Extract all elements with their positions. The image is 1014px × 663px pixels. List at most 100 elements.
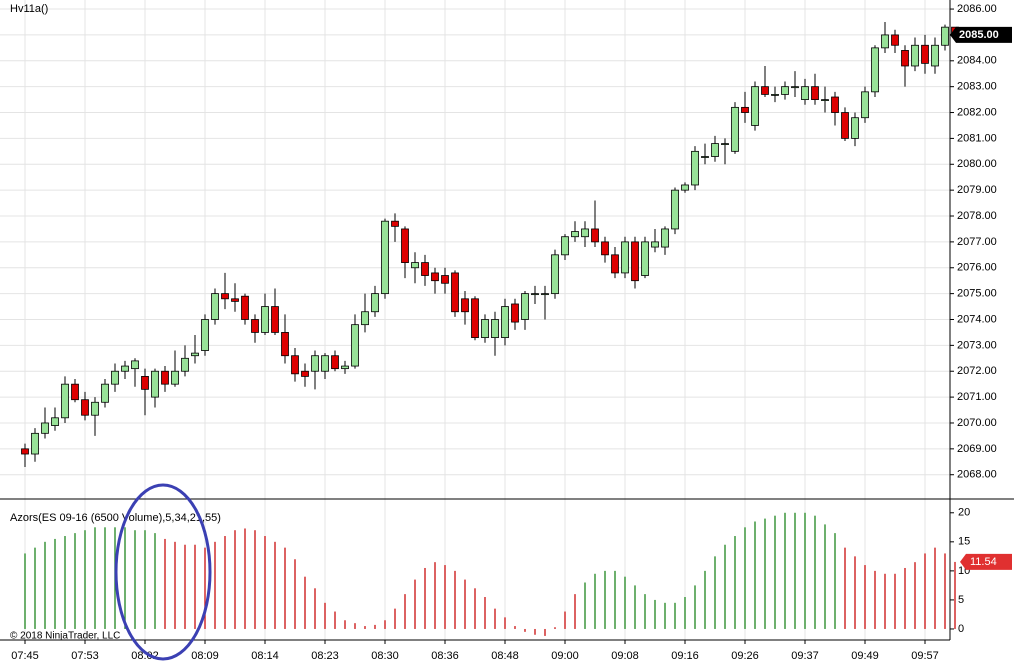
candle-body bbox=[41, 422, 49, 434]
candle-body bbox=[401, 228, 409, 263]
y-tick-label: 5 bbox=[958, 594, 964, 606]
candle-body bbox=[721, 143, 729, 145]
x-tick-label: 08:09 bbox=[191, 650, 219, 662]
x-tick-label: 09:08 bbox=[611, 650, 639, 662]
candle-body bbox=[801, 86, 809, 100]
candle-body bbox=[471, 298, 479, 339]
y-tick-label: 2078.00 bbox=[957, 210, 997, 222]
candle-body bbox=[181, 357, 189, 372]
x-tick-label: 08:23 bbox=[311, 650, 339, 662]
x-tick-label: 09:49 bbox=[851, 650, 879, 662]
candle-body bbox=[561, 236, 569, 256]
x-tick-label: 09:37 bbox=[791, 650, 819, 662]
candle-body bbox=[31, 432, 39, 455]
y-tick-label: 2080.00 bbox=[957, 158, 997, 170]
candle-body bbox=[581, 228, 589, 238]
y-tick-label: 2073.00 bbox=[957, 339, 997, 351]
candle-body bbox=[511, 303, 519, 323]
candle-body bbox=[381, 220, 389, 295]
candle-body bbox=[921, 44, 929, 64]
panel-title: Hv11a() bbox=[10, 3, 48, 15]
y-tick-label: 2071.00 bbox=[957, 391, 997, 403]
candle-body bbox=[301, 370, 309, 377]
candle-body bbox=[701, 156, 709, 158]
candle-body bbox=[591, 228, 599, 243]
candle-body bbox=[201, 319, 209, 351]
y-tick-label: 2083.00 bbox=[957, 81, 997, 93]
candle-body bbox=[261, 306, 269, 333]
candle-body bbox=[841, 112, 849, 139]
candle-body bbox=[141, 376, 149, 390]
candle-body bbox=[171, 370, 179, 385]
candle-body bbox=[671, 189, 679, 230]
indicator-title: Azors(ES 09-16 (6500 Volume),5,34,21,55) bbox=[10, 512, 221, 524]
candle-body bbox=[161, 370, 169, 385]
candle-body bbox=[631, 241, 639, 282]
candle-body bbox=[501, 306, 509, 339]
y-tick-label: 15 bbox=[958, 536, 970, 548]
y-tick-label: 2070.00 bbox=[957, 417, 997, 429]
candle-body bbox=[871, 47, 879, 93]
candle-body bbox=[861, 91, 869, 119]
candle-body bbox=[651, 241, 659, 248]
candle-body bbox=[731, 106, 739, 152]
candle-body bbox=[541, 293, 549, 296]
candle-body bbox=[431, 272, 439, 282]
x-tick-label: 07:45 bbox=[11, 650, 39, 662]
last-price-marker bbox=[950, 26, 1012, 43]
highlight-ellipse bbox=[114, 483, 212, 661]
candle-body bbox=[211, 293, 219, 320]
candle-body bbox=[881, 34, 889, 49]
candle-body bbox=[411, 262, 419, 269]
candle-body bbox=[371, 293, 379, 313]
y-tick-label: 2068.00 bbox=[957, 469, 997, 481]
y-tick-label: 2077.00 bbox=[957, 236, 997, 248]
y-tick-label: 20 bbox=[958, 507, 970, 519]
copyright: © 2018 NinjaTrader, LLC bbox=[10, 631, 120, 642]
candle-body bbox=[321, 355, 329, 372]
candle-body bbox=[661, 228, 669, 248]
candle-body bbox=[421, 262, 429, 276]
candle-body bbox=[81, 399, 89, 416]
candle-body bbox=[711, 143, 719, 157]
last-value-marker bbox=[960, 553, 1012, 570]
x-tick-label: 09:26 bbox=[731, 650, 759, 662]
candle-body bbox=[941, 26, 949, 46]
candle-body bbox=[911, 44, 919, 67]
candle-body bbox=[691, 150, 699, 186]
candle-body bbox=[641, 241, 649, 276]
candle-body bbox=[751, 86, 759, 126]
y-tick-label: 2086.00 bbox=[957, 3, 997, 15]
candle-body bbox=[621, 241, 629, 274]
x-tick-label: 07:53 bbox=[71, 650, 99, 662]
y-tick-label: 2075.00 bbox=[957, 288, 997, 300]
x-tick-label: 09:00 bbox=[551, 650, 579, 662]
candle-body bbox=[491, 319, 499, 339]
candle-body bbox=[91, 401, 99, 416]
y-tick-label: 2081.00 bbox=[957, 132, 997, 144]
candle-body bbox=[551, 254, 559, 295]
candle-body bbox=[71, 383, 79, 401]
candle-body bbox=[481, 319, 489, 339]
x-tick-label: 08:02 bbox=[131, 650, 159, 662]
candle-body bbox=[291, 355, 299, 375]
candle-body bbox=[351, 324, 359, 367]
candle-body bbox=[271, 306, 279, 333]
candle-body bbox=[681, 184, 689, 191]
x-tick-label: 09:16 bbox=[671, 650, 699, 662]
candle-body bbox=[101, 383, 109, 403]
candle-body bbox=[771, 94, 779, 96]
candle-body bbox=[611, 254, 619, 274]
last-value-label: 11.54 bbox=[970, 556, 997, 568]
x-tick-label: 08:30 bbox=[371, 650, 399, 662]
candle-body bbox=[281, 332, 289, 357]
candle-body bbox=[761, 86, 769, 95]
candle-body bbox=[231, 298, 239, 302]
x-tick-label: 09:57 bbox=[911, 650, 939, 662]
candle-body bbox=[571, 231, 579, 238]
candle-body bbox=[391, 220, 399, 227]
x-tick-label: 08:14 bbox=[251, 650, 279, 662]
candle-body bbox=[361, 311, 369, 326]
candle-body bbox=[131, 360, 139, 370]
